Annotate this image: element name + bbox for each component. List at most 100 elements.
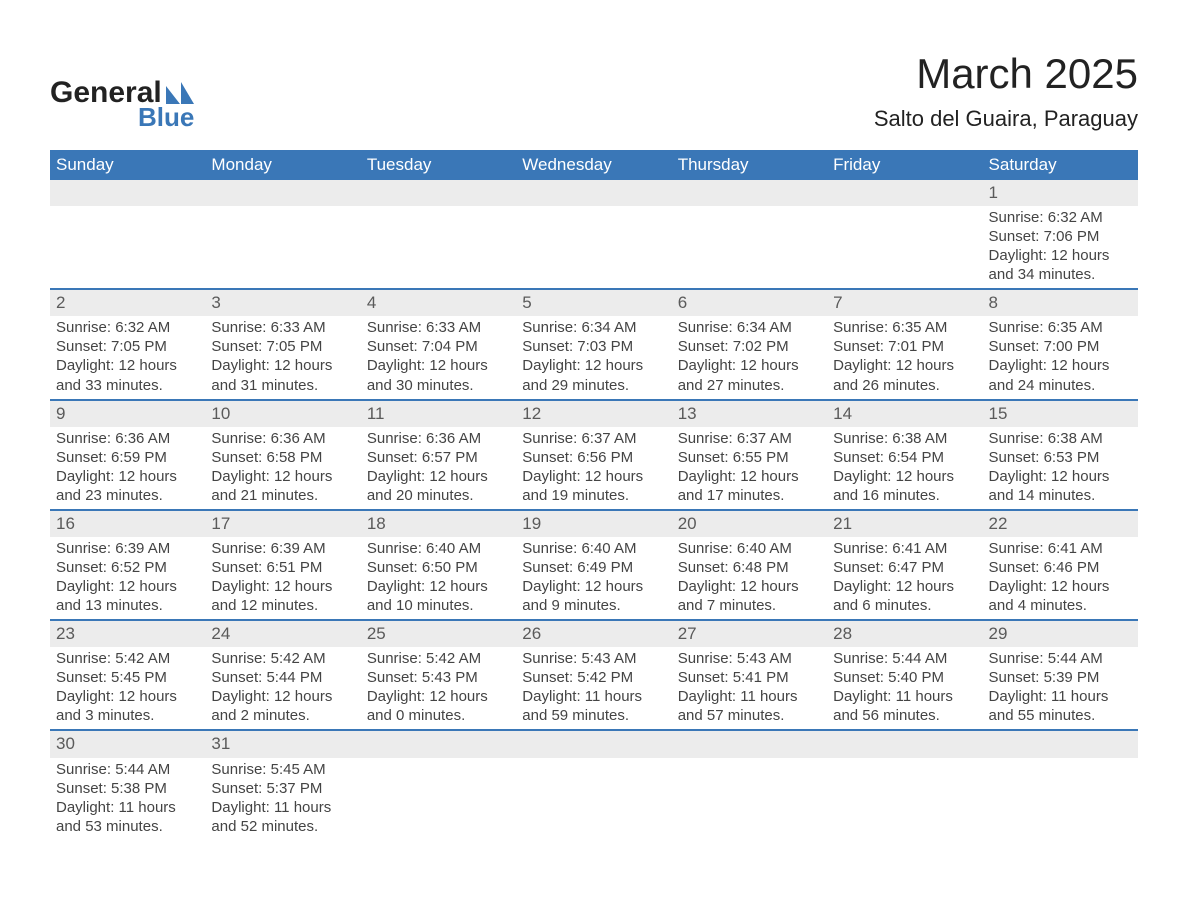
sunrise-text: Sunrise: 6:36 AM xyxy=(211,429,354,448)
sunrise-text: Sunrise: 6:34 AM xyxy=(522,318,665,337)
calendar-day-cell: 2Sunrise: 6:32 AMSunset: 7:05 PMDaylight… xyxy=(50,289,205,399)
day-number: 23 xyxy=(50,621,205,647)
calendar-day-cell: 28Sunrise: 5:44 AMSunset: 5:40 PMDayligh… xyxy=(827,620,982,730)
day-number: 30 xyxy=(50,731,205,757)
day-data xyxy=(205,206,360,212)
calendar-day-cell: 6Sunrise: 6:34 AMSunset: 7:02 PMDaylight… xyxy=(672,289,827,399)
daylight-text: Daylight: 11 hours and 59 minutes. xyxy=(522,687,665,725)
calendar-day-cell: 23 Sunrise: 5:42 AMSunset: 5:45 PMDayligh… xyxy=(50,620,205,730)
day-data: Sunrise: 6:38 AMSunset: 6:53 PMDaylight:… xyxy=(983,427,1138,509)
day-number: 3 xyxy=(205,290,360,316)
calendar-day-cell: 8Sunrise: 6:35 AMSunset: 7:00 PMDaylight… xyxy=(983,289,1138,399)
sunrise-text: Sunrise: 5:43 AM xyxy=(522,649,665,668)
day-number: 13 xyxy=(672,401,827,427)
sunset-text: Sunset: 5:44 PM xyxy=(211,668,354,687)
sunset-text: Sunset: 5:37 PM xyxy=(211,779,354,798)
sunrise-text: Sunrise: 5:42 AM xyxy=(56,649,199,668)
page-subtitle: Salto del Guaira, Paraguay xyxy=(874,106,1138,132)
day-data: Sunrise: 6:40 AMSunset: 6:49 PMDaylight:… xyxy=(516,537,671,619)
daylight-text: Daylight: 12 hours and 29 minutes. xyxy=(522,356,665,394)
day-number: 2 xyxy=(50,290,205,316)
calendar-day-cell xyxy=(983,730,1138,839)
day-data xyxy=(672,206,827,212)
calendar-day-cell xyxy=(827,730,982,839)
logo: General Blue xyxy=(50,78,194,130)
daylight-text: Daylight: 12 hours and 21 minutes. xyxy=(211,467,354,505)
sunrise-text: Sunrise: 6:33 AM xyxy=(367,318,510,337)
day-data xyxy=(827,206,982,212)
calendar-table: Sunday Monday Tuesday Wednesday Thursday… xyxy=(50,150,1138,840)
calendar-day-cell: 19Sunrise: 6:40 AMSunset: 6:49 PMDayligh… xyxy=(516,510,671,620)
day-number xyxy=(205,180,360,206)
daylight-text: Daylight: 11 hours and 57 minutes. xyxy=(678,687,821,725)
calendar-day-cell: 25Sunrise: 5:42 AMSunset: 5:43 PMDayligh… xyxy=(361,620,516,730)
sunset-text: Sunset: 5:45 PM xyxy=(56,668,199,687)
day-data: Sunrise: 5:42 AMSunset: 5:44 PMDaylight:… xyxy=(205,647,360,729)
day-number: 18 xyxy=(361,511,516,537)
day-number: 24 xyxy=(205,621,360,647)
daylight-text: Daylight: 11 hours and 53 minutes. xyxy=(56,798,199,836)
sunset-text: Sunset: 6:54 PM xyxy=(833,448,976,467)
day-number: 17 xyxy=(205,511,360,537)
daylight-text: Daylight: 12 hours and 20 minutes. xyxy=(367,467,510,505)
day-number: 14 xyxy=(827,401,982,427)
daylight-text: Daylight: 12 hours and 10 minutes. xyxy=(367,577,510,615)
title-block: March 2025 Salto del Guaira, Paraguay xyxy=(874,50,1138,132)
daylight-text: Daylight: 12 hours and 2 minutes. xyxy=(211,687,354,725)
daylight-text: Daylight: 12 hours and 0 minutes. xyxy=(367,687,510,725)
day-data: Sunrise: 6:32 AMSunset: 7:05 PMDaylight:… xyxy=(50,316,205,398)
day-data: Sunrise: 6:40 AMSunset: 6:50 PMDaylight:… xyxy=(361,537,516,619)
sunset-text: Sunset: 6:47 PM xyxy=(833,558,976,577)
day-data: Sunrise: 5:45 AMSunset: 5:37 PMDaylight:… xyxy=(205,758,360,840)
day-data xyxy=(983,758,1138,764)
daylight-text: Daylight: 12 hours and 9 minutes. xyxy=(522,577,665,615)
daylight-text: Daylight: 11 hours and 52 minutes. xyxy=(211,798,354,836)
calendar-day-cell: 27Sunrise: 5:43 AMSunset: 5:41 PMDayligh… xyxy=(672,620,827,730)
day-number: 21 xyxy=(827,511,982,537)
calendar-day-cell xyxy=(361,730,516,839)
sunset-text: Sunset: 6:52 PM xyxy=(56,558,199,577)
day-number xyxy=(672,180,827,206)
day-data: Sunrise: 6:41 AMSunset: 6:46 PMDaylight:… xyxy=(983,537,1138,619)
sunrise-text: Sunrise: 5:45 AM xyxy=(211,760,354,779)
day-number: 5 xyxy=(516,290,671,316)
calendar-day-cell: 15Sunrise: 6:38 AMSunset: 6:53 PMDayligh… xyxy=(983,400,1138,510)
daylight-text: Daylight: 12 hours and 17 minutes. xyxy=(678,467,821,505)
page-title: March 2025 xyxy=(874,50,1138,98)
day-number: 7 xyxy=(827,290,982,316)
calendar-week-row: 1Sunrise: 6:32 AMSunset: 7:06 PMDaylight… xyxy=(50,180,1138,289)
daylight-text: Daylight: 12 hours and 26 minutes. xyxy=(833,356,976,394)
sunset-text: Sunset: 7:01 PM xyxy=(833,337,976,356)
sunrise-text: Sunrise: 6:33 AM xyxy=(211,318,354,337)
day-data: Sunrise: 5:44 AMSunset: 5:40 PMDaylight:… xyxy=(827,647,982,729)
daylight-text: Daylight: 12 hours and 3 minutes. xyxy=(56,687,199,725)
calendar-day-cell xyxy=(672,180,827,289)
day-data: Sunrise: 5:44 AMSunset: 5:39 PMDaylight:… xyxy=(983,647,1138,729)
daylight-text: Daylight: 11 hours and 55 minutes. xyxy=(989,687,1132,725)
sunrise-text: Sunrise: 6:32 AM xyxy=(56,318,199,337)
day-data: Sunrise: 6:33 AMSunset: 7:04 PMDaylight:… xyxy=(361,316,516,398)
sunset-text: Sunset: 7:00 PM xyxy=(989,337,1132,356)
weekday-header: Tuesday xyxy=(361,150,516,180)
calendar-week-row: 9Sunrise: 6:36 AMSunset: 6:59 PMDaylight… xyxy=(50,400,1138,510)
daylight-text: Daylight: 12 hours and 30 minutes. xyxy=(367,356,510,394)
day-data: Sunrise: 5:44 AMSunset: 5:38 PMDaylight:… xyxy=(50,758,205,840)
sunset-text: Sunset: 6:51 PM xyxy=(211,558,354,577)
calendar-day-cell: 5Sunrise: 6:34 AMSunset: 7:03 PMDaylight… xyxy=(516,289,671,399)
logo-triangle-icon xyxy=(166,82,194,104)
day-data: Sunrise: 6:40 AMSunset: 6:48 PMDaylight:… xyxy=(672,537,827,619)
daylight-text: Daylight: 12 hours and 7 minutes. xyxy=(678,577,821,615)
day-number xyxy=(827,731,982,757)
sunset-text: Sunset: 5:38 PM xyxy=(56,779,199,798)
sunset-text: Sunset: 6:49 PM xyxy=(522,558,665,577)
daylight-text: Daylight: 12 hours and 6 minutes. xyxy=(833,577,976,615)
sunrise-text: Sunrise: 5:42 AM xyxy=(367,649,510,668)
sunset-text: Sunset: 6:57 PM xyxy=(367,448,510,467)
day-number: 20 xyxy=(672,511,827,537)
sunset-text: Sunset: 7:04 PM xyxy=(367,337,510,356)
day-data: Sunrise: 6:37 AMSunset: 6:56 PMDaylight:… xyxy=(516,427,671,509)
day-data: Sunrise: 5:43 AMSunset: 5:41 PMDaylight:… xyxy=(672,647,827,729)
weekday-header-row: Sunday Monday Tuesday Wednesday Thursday… xyxy=(50,150,1138,180)
calendar-day-cell: 13Sunrise: 6:37 AMSunset: 6:55 PMDayligh… xyxy=(672,400,827,510)
day-data xyxy=(672,758,827,764)
